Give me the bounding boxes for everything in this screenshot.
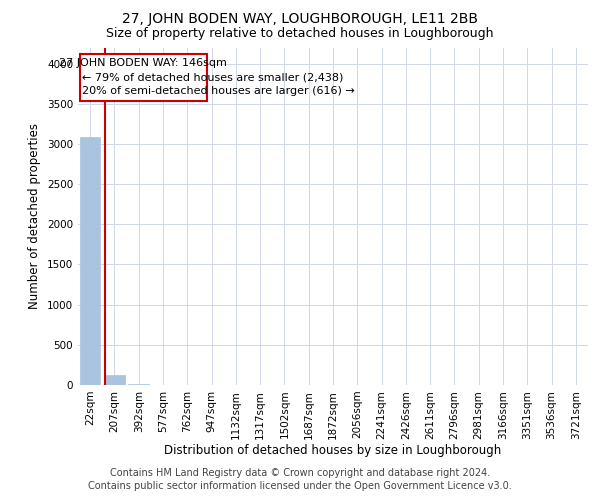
Bar — [128, 384, 149, 385]
X-axis label: Distribution of detached houses by size in Loughborough: Distribution of detached houses by size … — [164, 444, 502, 457]
Text: 27 JOHN BODEN WAY: 146sqm: 27 JOHN BODEN WAY: 146sqm — [59, 58, 227, 68]
Y-axis label: Number of detached properties: Number of detached properties — [28, 123, 41, 309]
Bar — [80, 138, 100, 385]
Text: Size of property relative to detached houses in Loughborough: Size of property relative to detached ho… — [106, 28, 494, 40]
FancyBboxPatch shape — [80, 54, 207, 102]
Text: ← 79% of detached houses are smaller (2,438): ← 79% of detached houses are smaller (2,… — [82, 72, 343, 83]
Bar — [104, 374, 125, 385]
Text: 20% of semi-detached houses are larger (616) →: 20% of semi-detached houses are larger (… — [82, 86, 355, 97]
Text: 27, JOHN BODEN WAY, LOUGHBOROUGH, LE11 2BB: 27, JOHN BODEN WAY, LOUGHBOROUGH, LE11 2… — [122, 12, 478, 26]
Text: Contains HM Land Registry data © Crown copyright and database right 2024.
Contai: Contains HM Land Registry data © Crown c… — [88, 468, 512, 491]
